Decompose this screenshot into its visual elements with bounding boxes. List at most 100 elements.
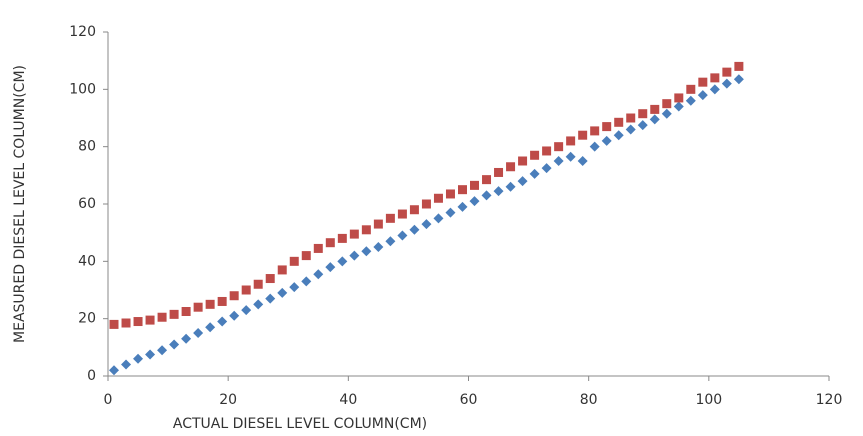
point <box>541 163 552 174</box>
point <box>229 291 239 301</box>
point <box>265 274 275 284</box>
point <box>241 285 251 295</box>
point <box>145 349 156 360</box>
point <box>733 74 744 85</box>
point <box>469 196 480 207</box>
point <box>650 104 660 114</box>
point <box>661 108 672 119</box>
point <box>301 251 311 261</box>
point <box>445 207 456 218</box>
point <box>157 312 167 322</box>
point <box>241 305 252 316</box>
point <box>361 225 371 235</box>
point <box>313 269 324 280</box>
point <box>614 117 624 127</box>
point <box>325 238 335 248</box>
x-tick-label: 0 <box>104 392 113 408</box>
point <box>181 333 192 344</box>
point <box>481 190 492 201</box>
point <box>482 175 492 185</box>
point <box>542 146 552 156</box>
x-tick-label: 100 <box>695 392 722 408</box>
x-tick-label: 60 <box>460 392 478 408</box>
point <box>265 293 276 304</box>
point <box>470 180 480 190</box>
point <box>397 230 408 241</box>
point <box>734 61 744 71</box>
point <box>217 316 228 327</box>
y-tick-label: 100 <box>69 81 96 97</box>
x-tick-label: 20 <box>219 392 237 408</box>
point <box>289 256 299 266</box>
y-tick-label: 120 <box>69 24 96 40</box>
point <box>373 219 383 229</box>
point <box>349 250 360 261</box>
point <box>337 233 347 243</box>
point <box>253 299 264 310</box>
point <box>518 156 528 166</box>
x-axis-title: ACTUAL DIESEL LEVEL COLUMN(CM) <box>173 416 427 432</box>
point <box>385 213 395 223</box>
point <box>638 109 648 119</box>
x-tick-label: 120 <box>816 392 843 408</box>
point <box>505 181 516 192</box>
point <box>325 262 336 273</box>
point <box>721 78 732 89</box>
point <box>193 328 204 338</box>
point <box>674 93 684 103</box>
point <box>590 126 600 136</box>
y-tick-label: 0 <box>87 368 96 384</box>
point <box>662 99 672 109</box>
point <box>121 359 132 370</box>
point <box>710 73 720 83</box>
point <box>602 122 612 132</box>
point <box>361 246 372 257</box>
point <box>577 156 588 166</box>
point <box>109 365 120 376</box>
point <box>337 256 348 267</box>
point <box>649 114 660 125</box>
y-tick-label: 20 <box>78 311 96 327</box>
point <box>433 213 444 224</box>
point <box>205 322 216 333</box>
point <box>349 229 359 239</box>
point <box>433 193 443 203</box>
point <box>494 167 504 177</box>
point <box>517 176 528 187</box>
point <box>637 120 648 131</box>
point <box>530 150 540 160</box>
point <box>722 67 732 77</box>
point <box>409 205 419 215</box>
point <box>457 201 468 212</box>
point <box>493 186 504 197</box>
point <box>109 319 119 329</box>
point <box>121 318 131 328</box>
point <box>217 296 227 306</box>
point <box>625 124 636 135</box>
point <box>169 309 179 319</box>
point <box>566 136 576 146</box>
point <box>397 209 407 219</box>
y-tick-label: 40 <box>78 253 96 269</box>
y-tick-label: 80 <box>78 139 96 155</box>
point <box>445 189 455 199</box>
point <box>301 276 312 287</box>
point <box>589 141 600 152</box>
point <box>277 287 288 298</box>
point <box>626 113 636 123</box>
point <box>229 310 240 321</box>
point <box>709 84 720 95</box>
point <box>181 307 191 316</box>
point <box>613 130 624 141</box>
point <box>373 242 384 252</box>
point <box>673 101 684 112</box>
point <box>253 279 263 289</box>
point <box>578 130 588 140</box>
point <box>457 185 467 195</box>
point <box>169 339 180 350</box>
point <box>409 224 420 235</box>
point <box>133 317 143 327</box>
point <box>421 219 432 230</box>
point <box>289 282 300 293</box>
